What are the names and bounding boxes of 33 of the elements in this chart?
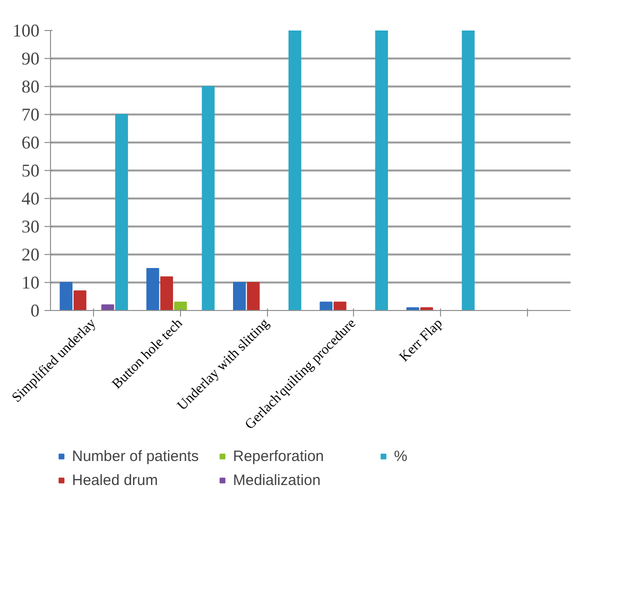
legend-label: Healed drum — [72, 470, 159, 490]
bar — [74, 290, 86, 310]
bar — [406, 307, 420, 310]
y-tick-label: 80 — [22, 76, 40, 96]
x-tick-label: Kerr Flap — [396, 316, 446, 366]
y-tick-label: 40 — [22, 188, 40, 208]
bar — [420, 307, 434, 310]
bar — [334, 302, 346, 310]
y-tick-label: 70 — [22, 104, 40, 124]
y-tick-label: 30 — [22, 216, 40, 236]
bar — [233, 282, 246, 310]
y-tick-label: 20 — [22, 244, 40, 264]
bar — [246, 282, 260, 310]
bar — [320, 302, 332, 310]
legend-label: % — [394, 446, 408, 466]
y-tick-label: 10 — [22, 272, 40, 292]
bar — [115, 114, 128, 310]
bar — [60, 282, 72, 310]
bar — [375, 30, 388, 310]
y-tick-label: 50 — [22, 160, 40, 180]
bar — [160, 276, 174, 310]
y-tick-label: 0 — [30, 300, 40, 320]
y-tick-label: 90 — [22, 48, 40, 68]
y-tick-label: 100 — [12, 20, 40, 40]
legend-label: Number of patients — [72, 446, 200, 466]
legend-label: Medialization — [233, 470, 322, 490]
bar — [174, 302, 187, 310]
y-tick-label: 60 — [22, 132, 40, 152]
bar — [146, 268, 160, 310]
legend-label: Reperforation — [233, 446, 325, 466]
bar — [462, 30, 475, 310]
bar — [288, 30, 302, 310]
bar — [202, 86, 215, 310]
